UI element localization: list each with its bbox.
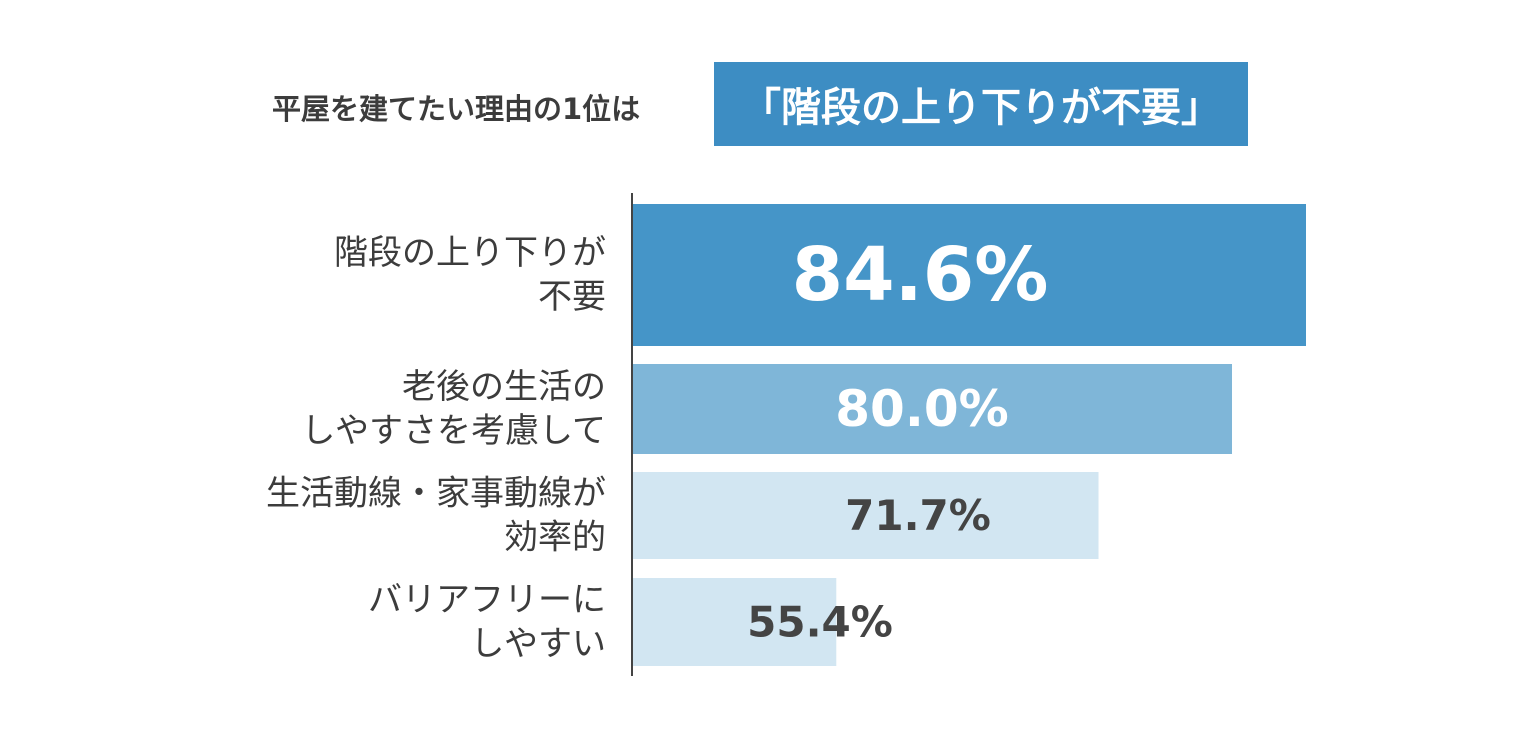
bar-2	[633, 364, 1233, 454]
category-label-4-line-2: しやすい	[470, 624, 606, 664]
category-label-1-line-1: 階段の上り下りが	[334, 233, 606, 273]
value-label-1: 84.6%	[792, 232, 1049, 318]
bar-1	[633, 204, 1306, 346]
value-label-2: 80.0%	[835, 380, 1008, 438]
category-label-2-line-1: 老後の生活の	[402, 367, 606, 407]
category-label-2-line-2: しやすさを考慮して	[301, 411, 606, 451]
value-label-3: 71.7%	[845, 491, 991, 540]
bar-3	[633, 472, 1099, 559]
headline-lead: 平屋を建てたい理由の1位は	[272, 92, 641, 126]
headline-highlight: 「階段の上り下りが不要」	[714, 62, 1248, 146]
category-label-3-line-2: 効率的	[504, 518, 606, 558]
value-label-4: 55.4%	[747, 598, 893, 647]
bar-4	[633, 578, 837, 666]
category-label-3-line-1: 生活動線・家事動線が	[266, 474, 606, 514]
category-label-1-line-2: 不要	[538, 277, 606, 317]
category-label-4-line-1: バリアフリーに	[368, 580, 606, 620]
